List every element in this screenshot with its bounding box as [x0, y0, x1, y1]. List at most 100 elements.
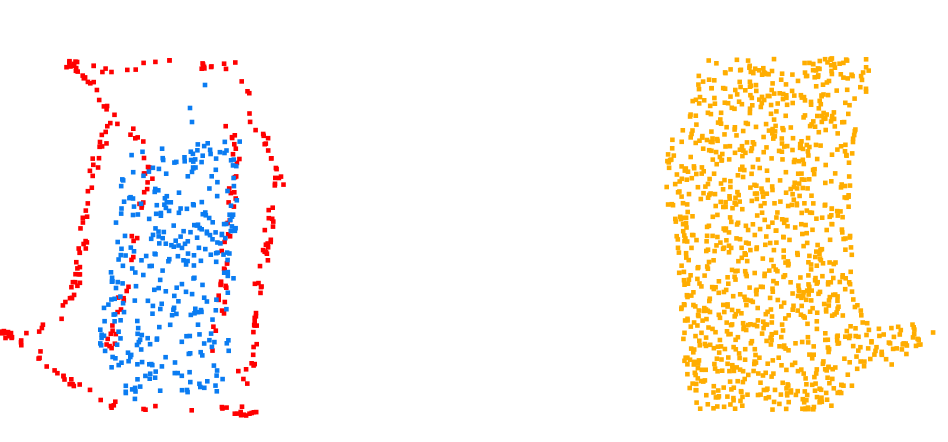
orange-point	[716, 290, 721, 296]
orange-point	[814, 319, 820, 324]
orange-point	[735, 173, 741, 178]
blue-point	[150, 362, 155, 368]
red-point	[18, 340, 24, 345]
orange-point	[686, 277, 692, 282]
orange-point	[664, 184, 669, 190]
orange-point	[851, 132, 857, 138]
blue-point	[188, 149, 194, 154]
orange-point	[690, 214, 695, 219]
orange-point	[757, 355, 762, 360]
red-point	[98, 397, 103, 403]
red-point	[97, 144, 102, 150]
red-point	[243, 367, 249, 372]
orange-point	[765, 309, 770, 315]
red-point	[239, 404, 245, 409]
red-point	[221, 311, 227, 316]
blue-point	[118, 318, 123, 323]
orange-point	[770, 126, 775, 132]
orange-point	[759, 186, 764, 191]
blue-point	[128, 352, 134, 358]
orange-point	[904, 343, 910, 348]
red-point	[251, 363, 256, 368]
red-point	[108, 331, 114, 337]
orange-point	[693, 304, 698, 309]
orange-point	[829, 206, 835, 211]
orange-point	[728, 402, 733, 407]
blue-point	[163, 289, 169, 294]
orange-point	[750, 164, 756, 170]
red-point	[129, 257, 134, 263]
blue-point	[157, 241, 162, 246]
orange-point	[824, 112, 829, 117]
red-point	[44, 364, 49, 369]
orange-point	[826, 365, 831, 370]
orange-point	[802, 201, 807, 206]
blue-point	[174, 285, 179, 290]
orange-point	[696, 308, 702, 313]
blue-point	[191, 202, 196, 208]
orange-point	[838, 72, 844, 77]
orange-point	[754, 213, 760, 218]
left-red-points	[0, 58, 286, 418]
blue-point	[153, 211, 159, 217]
red-point	[230, 151, 236, 157]
orange-point	[706, 77, 712, 82]
orange-point	[740, 174, 746, 180]
blue-point	[139, 359, 145, 365]
orange-point	[844, 153, 849, 158]
orange-point	[832, 171, 838, 176]
red-point	[266, 215, 272, 221]
red-point	[232, 133, 238, 138]
orange-point	[694, 122, 699, 127]
orange-point	[854, 366, 860, 372]
orange-point	[848, 324, 853, 329]
blue-point	[179, 339, 185, 345]
orange-point	[805, 186, 810, 191]
orange-point	[866, 327, 872, 333]
orange-point	[781, 300, 787, 306]
orange-point	[747, 285, 752, 290]
orange-point	[749, 171, 754, 177]
orange-point	[728, 67, 733, 72]
orange-point	[844, 328, 850, 334]
orange-point	[704, 316, 709, 322]
orange-point	[808, 102, 814, 107]
orange-point	[710, 214, 716, 220]
orange-point	[712, 101, 718, 106]
orange-point	[779, 149, 785, 154]
orange-point	[739, 389, 744, 395]
orange-point	[804, 240, 810, 246]
red-point	[110, 328, 115, 333]
orange-point	[830, 376, 835, 382]
orange-point	[707, 342, 713, 348]
orange-point	[811, 352, 816, 357]
blue-point	[119, 246, 124, 252]
blue-point	[184, 333, 189, 339]
blue-point	[135, 318, 140, 324]
red-point	[278, 174, 284, 179]
red-point	[83, 208, 89, 213]
blue-point	[163, 354, 168, 360]
orange-point	[849, 383, 855, 388]
orange-point	[826, 78, 832, 84]
orange-point	[758, 380, 763, 385]
orange-point	[765, 177, 770, 183]
red-point	[77, 250, 82, 255]
orange-point	[783, 260, 788, 265]
orange-point	[761, 319, 766, 324]
orange-point	[718, 344, 724, 349]
orange-point	[747, 110, 753, 116]
red-point	[103, 129, 108, 135]
blue-point	[139, 332, 145, 338]
orange-point	[796, 158, 802, 164]
blue-point	[160, 235, 165, 241]
orange-point	[723, 287, 729, 293]
blue-point	[200, 282, 205, 288]
orange-point	[876, 326, 882, 332]
orange-point	[827, 214, 832, 220]
orange-point	[755, 392, 761, 398]
blue-point	[130, 169, 136, 175]
orange-point	[799, 367, 804, 372]
orange-point	[719, 158, 724, 163]
orange-point	[818, 101, 824, 107]
